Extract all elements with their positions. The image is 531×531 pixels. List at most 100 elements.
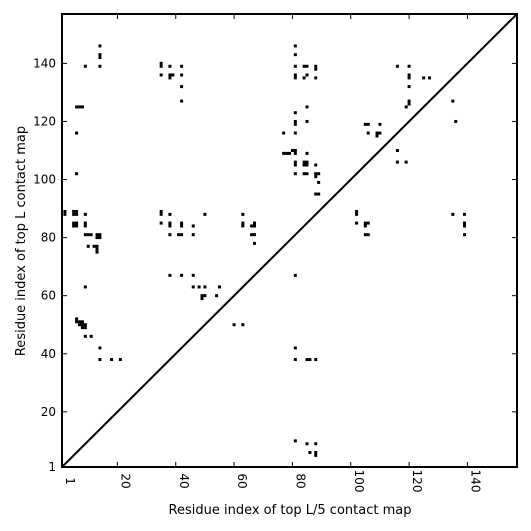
contact-point [180,85,184,89]
contact-point [168,233,172,237]
contact-point [168,76,172,80]
contact-point [366,233,370,237]
contact-point [302,160,306,164]
x-tick-label: 1 [63,477,77,485]
contact-point [80,105,84,109]
contact-point [253,233,256,237]
contact-point [72,221,76,225]
contact-point [314,450,318,454]
contact-point [180,221,184,225]
contact-point [293,111,297,115]
contact-point [118,358,122,362]
contact-point [203,285,207,289]
contact-point [89,334,93,338]
contact-point [78,320,81,324]
contact-point [314,358,318,362]
contact-point [177,233,181,237]
contact-point [98,56,102,60]
contact-point [305,73,309,77]
contact-point [317,192,321,196]
contact-point [395,64,399,68]
y-tick-label: 60 [41,289,56,303]
contact-point [285,151,289,155]
contact-point [98,64,102,68]
contact-point [282,151,286,155]
contact-point [293,439,297,443]
contact-point [203,212,207,216]
contact-point [293,131,297,135]
contact-point [168,273,172,277]
y-axis-label: Residue index of top L contact map [14,126,29,356]
contact-point [200,297,204,301]
contact-point [463,233,466,237]
contact-point [314,175,318,179]
contact-point [98,44,102,48]
x-axis-label: Residue index of top L/5 contact map [169,503,412,518]
contact-point [98,358,102,362]
contact-point [293,44,297,48]
contact-point [454,119,458,123]
contact-point [317,180,321,184]
contact-point [83,64,87,68]
contact-point [98,236,102,240]
contact-point [168,224,172,228]
contact-point [159,209,163,213]
contact-point [288,151,291,155]
contact-point [407,64,411,68]
contact-point [314,442,318,446]
contact-point [314,76,318,80]
contact-point [253,241,256,245]
contact-point [110,358,114,362]
contact-point [72,212,76,216]
plot-frame [61,13,518,468]
contact-point [293,273,297,277]
contact-point [293,151,297,155]
contact-point [75,209,79,213]
contact-point [314,453,318,457]
contact-point [451,212,455,216]
contact-point [422,76,426,80]
contact-point [463,212,466,216]
contact-point [241,323,245,327]
contact-point [293,160,297,164]
contact-point [375,131,379,135]
contact-point [98,53,102,57]
contact-point [75,317,79,321]
contact-point [191,273,195,277]
contact-point [363,122,367,126]
y-tick-label: 40 [41,347,56,361]
contact-point [191,233,195,237]
contact-point [308,358,312,362]
contact-point [95,247,99,251]
y-tick-label: 20 [41,405,56,419]
contact-point [159,212,163,216]
contact-point [363,233,367,237]
contact-point [83,212,87,216]
contact-point [168,73,172,77]
contact-point [241,224,245,228]
contact-point [395,160,399,164]
contact-point [378,122,382,126]
contact-point [168,221,172,225]
contact-point [75,224,79,228]
y-tick-label: 120 [33,114,56,128]
contact-point [293,148,297,152]
contact-point [305,119,309,123]
contact-point [407,99,411,103]
contact-point [314,192,318,196]
contact-point [180,233,184,237]
contact-point [375,134,379,138]
contact-point [63,212,67,216]
contact-point [395,148,399,152]
x-tick-label: 100 [352,470,366,493]
contact-points [63,44,466,457]
contact-point [98,233,102,237]
x-tick-label: 20 [118,473,132,488]
contact-point [159,61,163,65]
contact-point [355,209,359,213]
contact-point [72,209,76,213]
contact-point [282,131,286,135]
contact-point [308,450,312,454]
